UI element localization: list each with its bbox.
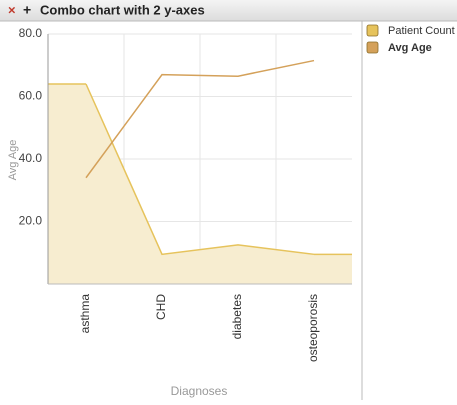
add-button[interactable]: + — [23, 2, 31, 18]
x-tick-label: CHD — [154, 294, 168, 320]
close-button[interactable]: × — [8, 2, 16, 17]
area-fill — [86, 84, 314, 284]
area-line — [85, 83, 315, 256]
line — [85, 59, 315, 179]
x-tick-label: asthma — [78, 294, 92, 334]
legend-swatch — [366, 24, 379, 37]
y-axis-title: Avg Age — [7, 140, 19, 181]
area-edge — [48, 84, 86, 284]
title-bar — [0, 0, 457, 21]
chart-title: Combo chart with 2 y-axes — [40, 2, 205, 17]
legend-label: Patient Count — [388, 25, 455, 37]
legend-label: Avg Age — [388, 42, 432, 54]
x-axis-title: Diagnoses — [171, 384, 228, 398]
y-tick-label: 40.0 — [19, 151, 43, 165]
area-edge — [314, 254, 352, 284]
y-tick-label: 20.0 — [19, 214, 43, 228]
legend-swatch — [366, 41, 379, 54]
x-tick-label: osteoporosis — [306, 294, 320, 362]
x-tick-label: diabetes — [230, 294, 244, 339]
y-tick-label: 60.0 — [19, 89, 43, 103]
y-tick-label: 80.0 — [19, 26, 43, 40]
